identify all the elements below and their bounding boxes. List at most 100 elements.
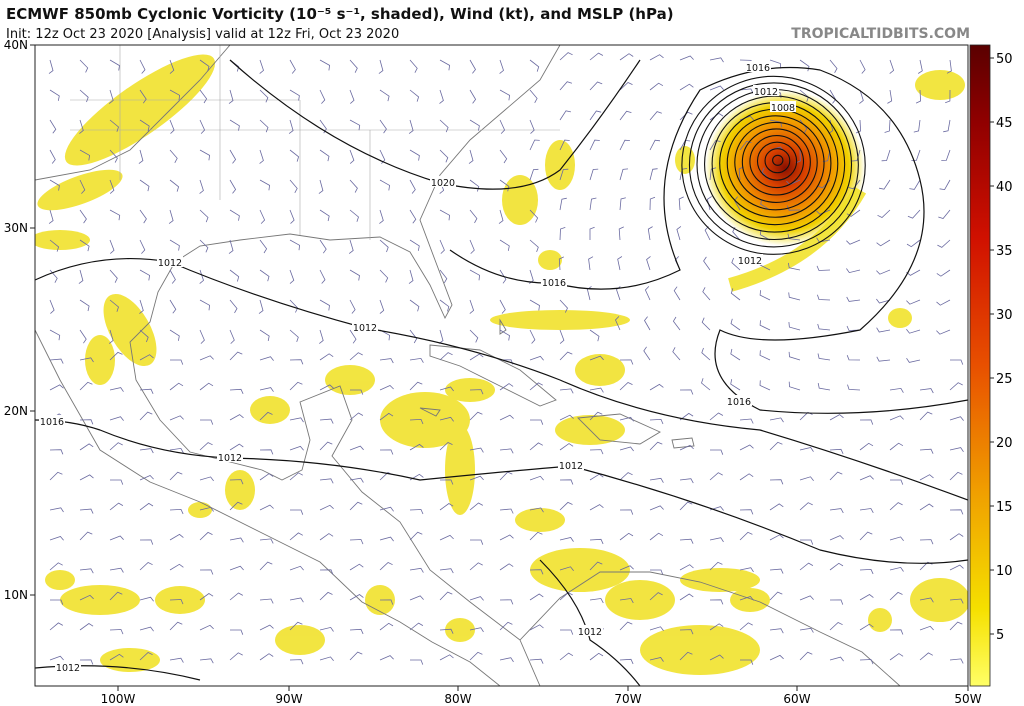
wind-barb [49, 655, 64, 661]
wind-barb [139, 354, 154, 361]
wind-barb [949, 658, 964, 664]
wind-barb [619, 658, 634, 665]
isobar-ring [756, 141, 798, 181]
wind-barb [319, 569, 334, 575]
wind-barb [950, 359, 964, 365]
wind-barb [169, 149, 178, 163]
wind-barb [617, 256, 623, 271]
wind-barb [589, 110, 602, 121]
wind-barb [199, 299, 211, 311]
wind-barb [109, 591, 123, 601]
wind-barb [469, 596, 484, 601]
wind-barb [379, 299, 385, 314]
wind-barb [676, 226, 682, 241]
wind-barb [379, 329, 391, 341]
colorbar-label: 25 [996, 372, 1013, 387]
wind-barb [79, 59, 89, 73]
colorbar-label: 30 [996, 308, 1013, 323]
map-area: 1016 1012 1008 1020 1012 1016 1012 1012 1016 1012… [35, 45, 968, 686]
wind-barb [109, 442, 123, 451]
wind-barb [139, 562, 153, 571]
wind-barb [816, 209, 831, 215]
wind-barb [139, 239, 146, 254]
wind-barb [679, 629, 694, 635]
wind-barb [499, 299, 506, 314]
wind-barb [229, 299, 238, 314]
wind-barb [109, 119, 119, 132]
wind-barb [469, 411, 483, 421]
wind-barb [739, 509, 754, 515]
wind-barb [829, 414, 844, 421]
wind-barb [619, 565, 634, 571]
wind-barb [469, 299, 475, 314]
vorticity-shading [100, 648, 160, 672]
isobar-label: 1012 [353, 323, 377, 334]
wind-barb [49, 507, 64, 513]
wind-barb [109, 535, 124, 541]
wind-barb [889, 387, 904, 393]
isobar-ring [688, 82, 859, 248]
wind-barb [259, 624, 274, 631]
wind-barb [559, 414, 574, 421]
wind-barb [349, 628, 364, 635]
wind-barb [817, 323, 831, 331]
wind-barb [79, 179, 86, 194]
wind-barb [559, 388, 574, 394]
wind-barb [559, 168, 569, 181]
wind-barb [319, 239, 327, 254]
wind-barb [139, 626, 154, 632]
wind-barb [229, 479, 244, 485]
wind-barb [730, 318, 741, 331]
wind-barb [859, 508, 874, 513]
wind-barb [258, 299, 264, 314]
wind-barb [319, 299, 330, 311]
wind-barb [769, 417, 784, 423]
wind-barb [499, 448, 514, 454]
isobar-label-bg [558, 459, 584, 470]
wind-barb [109, 59, 120, 71]
wind-barb [559, 443, 574, 451]
wind-barb [679, 389, 694, 395]
wind-barb [259, 356, 274, 361]
wind-barb [829, 59, 838, 73]
wind-barb [678, 196, 684, 211]
wind-barb [949, 564, 964, 571]
wind-barb [889, 415, 904, 421]
wind-barb [949, 471, 963, 481]
wind-barb [289, 659, 304, 665]
lat-label: 40N [4, 38, 28, 52]
wind-barb [919, 503, 934, 511]
wind-barb [409, 89, 420, 102]
wind-barb [229, 388, 244, 394]
wind-barb [259, 411, 273, 421]
lat-label: 20N [4, 404, 28, 418]
wind-barb [319, 418, 334, 424]
wind-barb [679, 593, 694, 601]
wind-barb [786, 205, 801, 211]
wind-barb [619, 53, 634, 61]
wind-barb [889, 502, 903, 511]
wind-barb [469, 502, 483, 511]
colorbar-label: 15 [996, 500, 1013, 515]
wind-barb [319, 59, 331, 71]
wind-barb [679, 83, 694, 91]
wind-barb [319, 656, 334, 662]
wind-barb [589, 226, 595, 240]
wind-barb [938, 209, 951, 219]
wind-barb [703, 256, 711, 271]
wind-barb [349, 179, 358, 193]
wind-barb [108, 329, 114, 344]
isobar-label-bg [577, 625, 603, 636]
isobar-ring [741, 128, 811, 196]
wind-barb [589, 598, 604, 604]
wind-barb [79, 443, 94, 451]
wind-barb [936, 329, 951, 335]
wind-barb [817, 294, 831, 301]
wind-barb [817, 353, 831, 361]
wind-barb [439, 442, 453, 451]
wind-barb [259, 449, 274, 455]
wind-barb [109, 149, 118, 163]
wind-barb [199, 119, 206, 134]
wind-barb [289, 565, 304, 571]
wind-barb [379, 449, 394, 455]
